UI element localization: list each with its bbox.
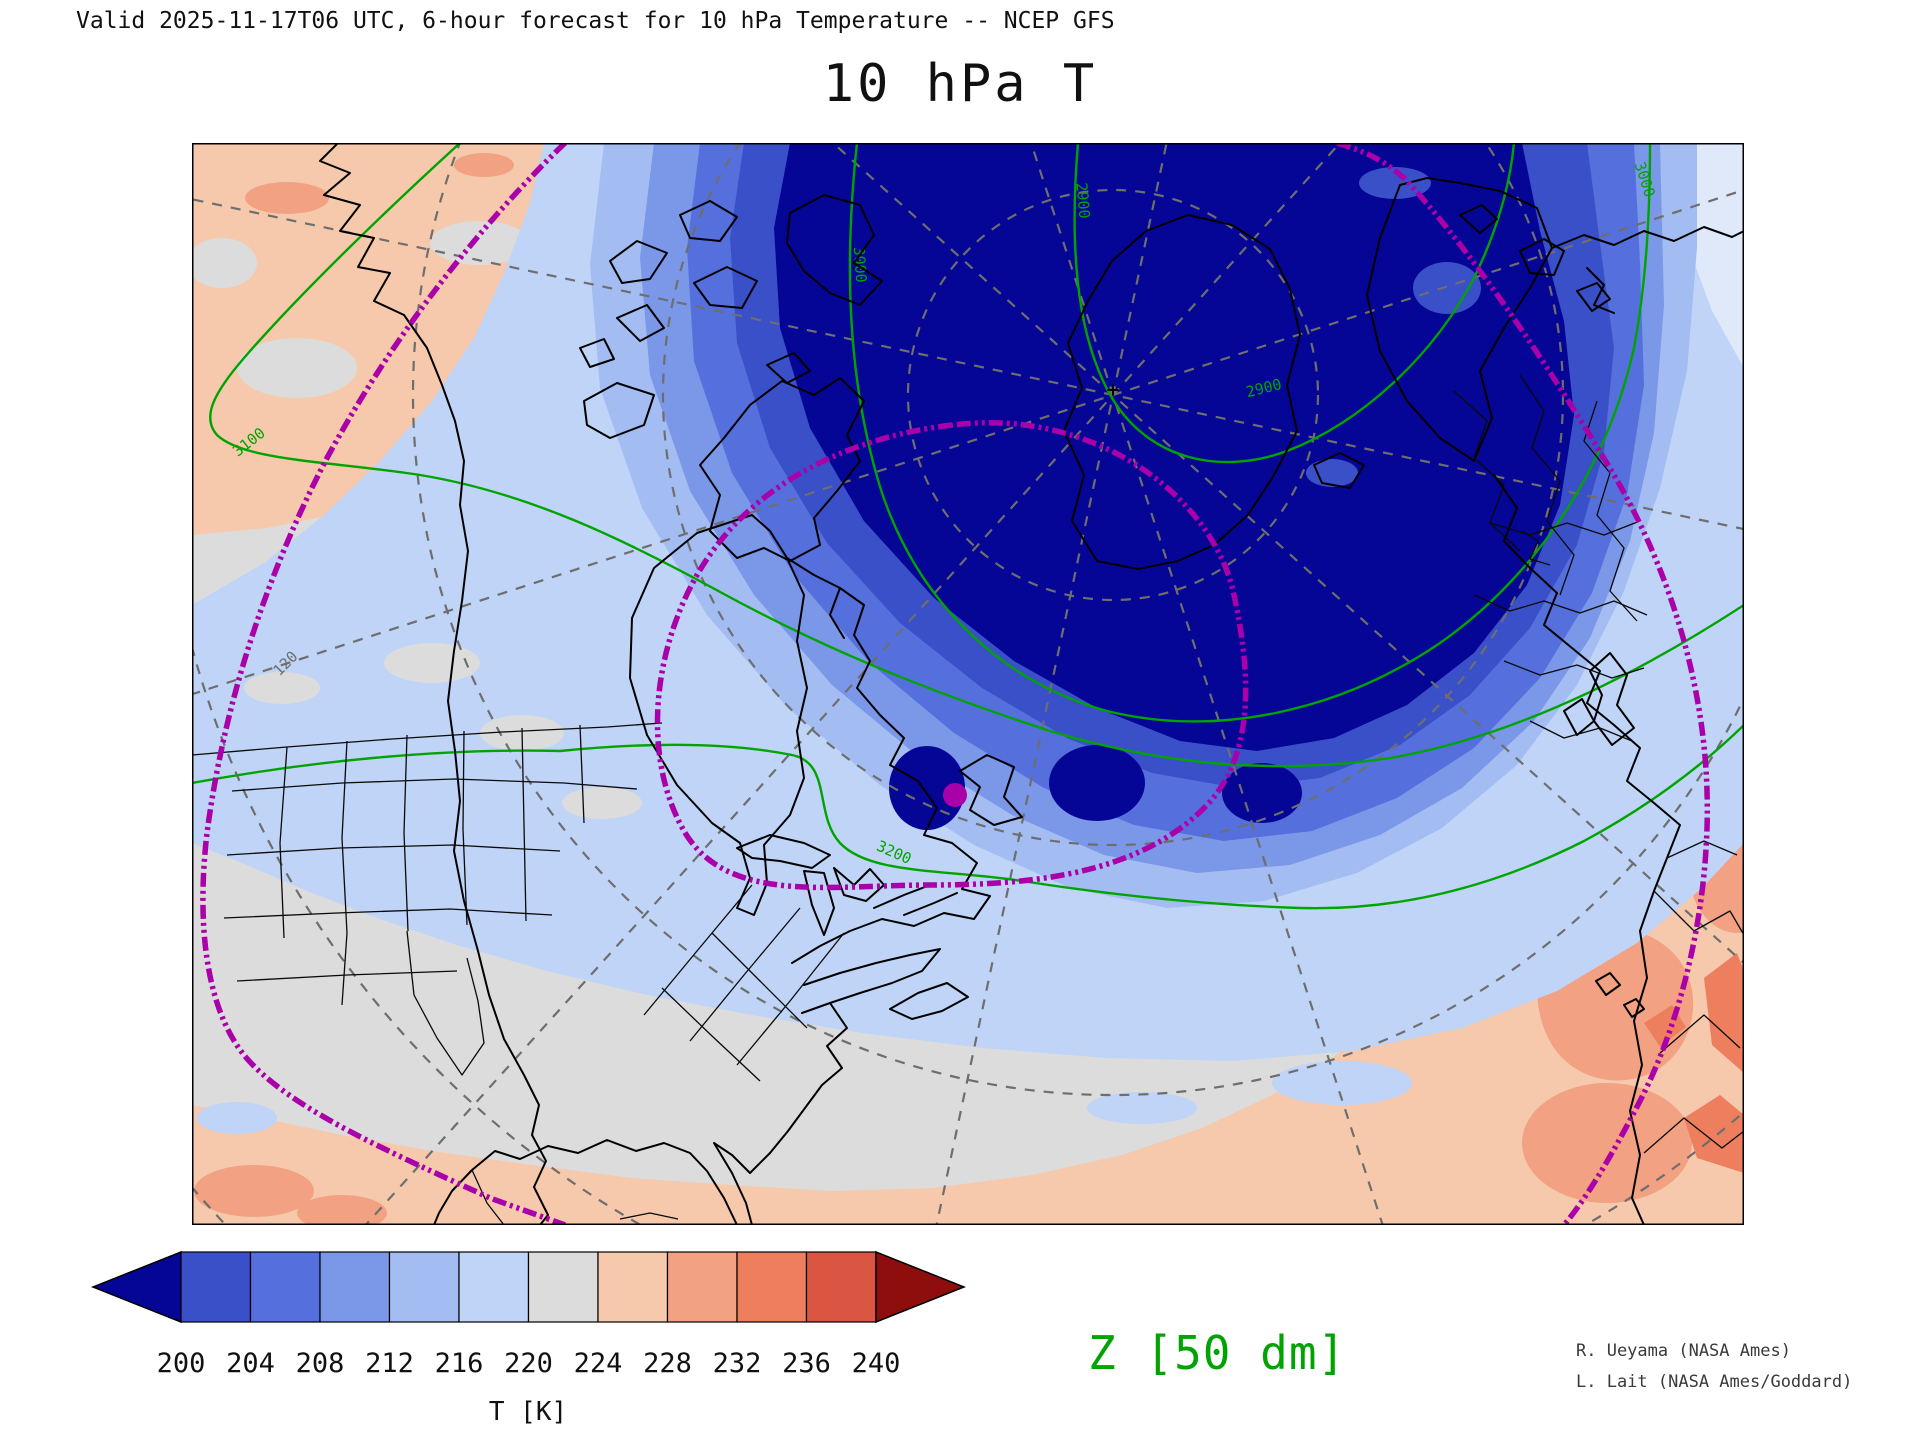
colorbar-tick: 236 [782, 1348, 831, 1379]
colorbar-segment [388, 1251, 460, 1323]
map-frame [192, 143, 1744, 1225]
colorbar-tick: 232 [713, 1348, 762, 1379]
colorbar-segment [458, 1251, 530, 1323]
colorbar-tick: 208 [296, 1348, 345, 1379]
colorbar-segment [736, 1251, 808, 1323]
height-contour-label: 3000 [850, 246, 870, 283]
colorbar-segment [180, 1251, 252, 1323]
coastlines [192, 143, 1744, 1225]
colorbar-segment [597, 1251, 669, 1323]
colorbar-segment [805, 1251, 877, 1323]
temperature-shading [192, 143, 1744, 1225]
colorbar-tick: 216 [435, 1348, 484, 1379]
colorbar-tick: 220 [504, 1348, 553, 1379]
colorbar-tick: 228 [643, 1348, 692, 1379]
vortex-edge-marker [943, 783, 967, 807]
credit-line-2: L. Lait (NASA Ames/Goddard) [1576, 1372, 1853, 1392]
height-overlay-label: Z [50 dm] [1088, 1326, 1347, 1380]
colorbar-tick: 200 [157, 1348, 206, 1379]
colorbar-segment [319, 1251, 391, 1323]
colorbar-tick: 224 [574, 1348, 623, 1379]
pole-marker [1107, 384, 1119, 396]
colorbar-segment [249, 1251, 321, 1323]
colorbar-tick: 212 [365, 1348, 414, 1379]
colorbar-tick: 240 [852, 1348, 901, 1379]
credit-line-1: R. Ueyama (NASA Ames) [1576, 1341, 1791, 1361]
colorbar-above-arrow [875, 1250, 967, 1324]
colorbar-segment [666, 1251, 738, 1323]
colorbar-tick: 204 [226, 1348, 275, 1379]
credits: R. Ueyama (NASA Ames) L. Lait (NASA Ames… [1576, 1336, 1852, 1398]
colorbar-segment [527, 1251, 599, 1323]
valid-time-line: Valid 2025-11-17T06 UTC, 6-hour forecast… [76, 8, 1115, 34]
height-contour-label: 2900 [1072, 182, 1093, 220]
colorbar-below-arrow [90, 1250, 182, 1324]
colorbar-units-label: T [K] [489, 1397, 567, 1427]
colorbar: T [K] 200 204 208 212 216 220 224 228 232 236 240 [85, 1248, 975, 1433]
map: 120 3000 2900 2900 3000 3100 3200 [192, 143, 1744, 1225]
plot-title: 10 hPa T [822, 54, 1098, 114]
vortex-edge [200, 143, 1711, 1225]
